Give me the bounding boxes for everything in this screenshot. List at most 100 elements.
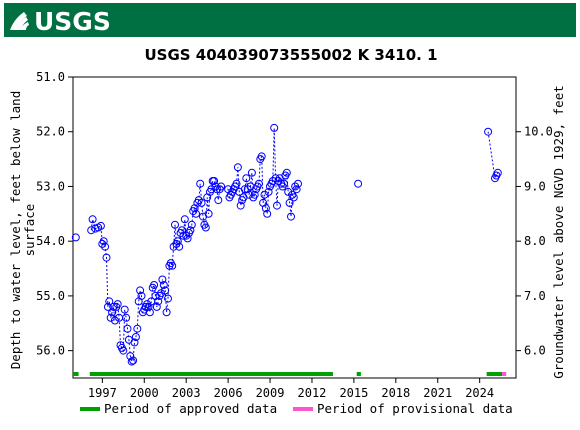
data-point <box>201 223 210 232</box>
data-point <box>271 174 280 183</box>
approved-period-bar <box>486 372 503 376</box>
data-point <box>254 179 263 188</box>
data-point <box>101 242 110 251</box>
data-point <box>109 302 118 311</box>
x-tick-label: 2021 <box>423 386 452 400</box>
plot-area <box>72 76 517 379</box>
data-point <box>247 168 256 177</box>
data-point <box>150 281 159 289</box>
data-point <box>187 220 196 229</box>
usgs-logo-text: USGS <box>34 7 111 36</box>
data-point <box>137 291 146 300</box>
data-point <box>159 281 168 289</box>
data-point <box>164 294 172 303</box>
data-point <box>273 201 281 210</box>
data-point <box>129 356 138 365</box>
data-point <box>257 152 266 161</box>
data-point <box>354 179 363 188</box>
data-point <box>268 177 277 185</box>
x-tick-label: 2012 <box>298 386 327 400</box>
data-point <box>217 182 226 191</box>
y-left-tick-label: 56.0 <box>36 344 65 358</box>
data-point <box>270 123 279 132</box>
data-point <box>157 289 165 298</box>
data-point <box>102 253 111 262</box>
data-point <box>261 204 270 213</box>
x-tick-label: 1997 <box>88 386 117 400</box>
data-point <box>197 198 206 207</box>
data-point <box>232 179 241 188</box>
data-point <box>212 185 221 194</box>
y-axis-right: 10.0 9.0 8.0 7.0 6.0 <box>516 125 553 358</box>
data-point <box>484 127 493 136</box>
x-tick-label: 2015 <box>339 386 368 400</box>
data-point <box>126 352 135 361</box>
data-point <box>88 215 97 224</box>
data-point <box>127 357 136 366</box>
series-connector-lines <box>90 127 499 363</box>
data-point <box>103 302 112 311</box>
data-point <box>196 179 205 188</box>
chart-title: USGS 404039073555002 K 3410. 1 <box>144 46 437 64</box>
data-point <box>493 168 502 177</box>
data-point <box>284 187 293 196</box>
x-tick-label: 2018 <box>381 386 410 400</box>
approved-period-bar <box>89 372 333 376</box>
data-point <box>145 308 154 317</box>
data-point <box>122 313 131 322</box>
legend-label-provisional: Period of provisional data <box>317 401 513 416</box>
y-right-tick-label: 6.0 <box>524 344 546 358</box>
data-point <box>106 313 115 322</box>
data-point <box>130 338 139 347</box>
data-point <box>287 212 295 221</box>
approved-period-bar <box>73 372 79 376</box>
x-tick-label: 2009 <box>256 386 285 400</box>
data-point <box>154 297 163 306</box>
series-line-segment <box>90 127 299 363</box>
data-point <box>131 333 140 341</box>
x-tick-label: 2024 <box>465 386 494 400</box>
data-point <box>87 226 96 235</box>
data-point <box>264 187 273 196</box>
data-point <box>207 185 216 194</box>
data-point <box>245 190 254 199</box>
data-point <box>183 234 192 243</box>
approved-period-bar <box>356 372 361 376</box>
y-right-tick-label: 8.0 <box>524 234 546 248</box>
data-point <box>110 316 119 325</box>
y-axis-left: 51.0 52.0 53.0 54.0 55.0 56.0 <box>36 70 73 358</box>
data-point <box>289 193 298 202</box>
data-point <box>285 198 294 207</box>
data-point <box>194 196 203 205</box>
data-point <box>105 297 114 306</box>
y-axis-right-label: Groundwater level above NGVD 1929, feet <box>551 85 566 379</box>
y-left-tick-label: 51.0 <box>36 70 65 84</box>
y-axis-left-label-line2: surface <box>22 204 37 257</box>
data-point <box>280 179 288 188</box>
data-point <box>186 226 195 235</box>
data-point <box>162 308 171 317</box>
data-point <box>175 242 184 251</box>
data-point <box>294 179 302 188</box>
y-right-tick-label: 7.0 <box>524 289 546 303</box>
y-left-tick-label: 53.0 <box>36 179 65 193</box>
data-point <box>260 190 269 199</box>
data-point <box>71 233 80 242</box>
data-period-bars <box>73 372 507 376</box>
data-point <box>210 177 219 185</box>
usgs-header-banner <box>4 3 576 37</box>
data-point <box>292 185 301 194</box>
data-point <box>214 196 223 205</box>
legend-label-approved: Period of approved data <box>104 401 277 416</box>
data-point <box>133 324 142 333</box>
data-point <box>242 174 251 183</box>
data-point <box>123 324 132 333</box>
data-point <box>263 209 272 218</box>
y-left-tick-label: 52.0 <box>36 125 65 139</box>
series-line-segment <box>487 131 499 180</box>
data-point <box>96 221 105 230</box>
provisional-period-bar <box>502 372 507 376</box>
data-point <box>171 220 179 229</box>
data-point <box>113 300 122 309</box>
